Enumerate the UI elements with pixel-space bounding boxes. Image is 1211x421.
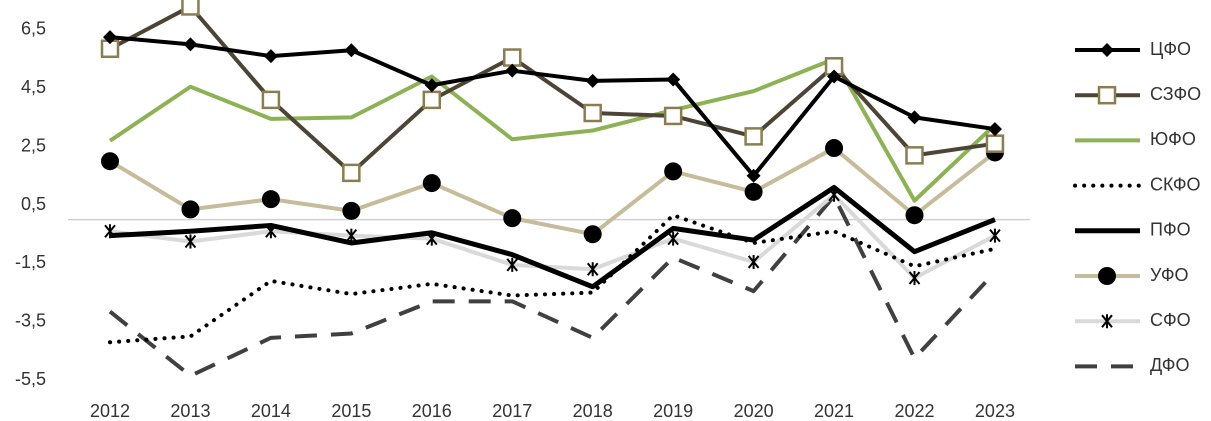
- y-tick-label: 6,5: [21, 19, 46, 39]
- marker: [181, 0, 200, 16]
- y-tick-label: -5,5: [15, 369, 46, 389]
- marker: [825, 139, 844, 158]
- marker: [424, 78, 439, 93]
- series: [104, 187, 1001, 285]
- marker: [344, 43, 359, 58]
- line: [109, 35, 996, 178]
- marker: [1098, 267, 1116, 285]
- marker: [744, 182, 763, 201]
- line: [108, 213, 997, 345]
- x-tick-label: 2018: [573, 401, 613, 421]
- series: [108, 57, 997, 203]
- marker: [422, 174, 441, 193]
- series: [101, 139, 1004, 244]
- marker: [503, 209, 522, 228]
- marker: [667, 231, 679, 246]
- y-tick-label: -1,5: [15, 252, 46, 272]
- marker: [503, 48, 522, 67]
- x-tick-label: 2015: [331, 401, 371, 421]
- marker: [663, 106, 683, 126]
- marker: [987, 122, 1002, 137]
- x-tick-label: 2020: [734, 401, 774, 421]
- series: [108, 194, 997, 378]
- marker: [181, 200, 200, 219]
- x-tick-label: 2022: [894, 401, 934, 421]
- series: [103, 30, 1002, 183]
- x-tick-label: 2012: [90, 401, 130, 421]
- legend-label: СФО: [1150, 310, 1191, 330]
- series: [108, 213, 997, 345]
- marker: [101, 152, 119, 171]
- marker: [989, 228, 1001, 243]
- marker: [664, 162, 683, 181]
- marker: [905, 206, 924, 225]
- line: [108, 57, 997, 203]
- x-tick-label: 2021: [814, 401, 854, 421]
- x-tick-label: 2016: [412, 401, 452, 421]
- marker: [342, 163, 361, 183]
- legend-label: УФО: [1150, 265, 1189, 285]
- y-tick-label: -3,5: [15, 311, 46, 331]
- y-tick-label: 4,5: [21, 77, 46, 97]
- marker: [746, 168, 761, 183]
- series: [109, 184, 996, 290]
- marker: [1097, 85, 1117, 105]
- marker: [583, 225, 602, 244]
- x-tick-label: 2014: [251, 401, 291, 421]
- x-tick-label: 2017: [492, 401, 532, 421]
- line: [109, 184, 996, 290]
- marker: [907, 110, 922, 125]
- marker: [666, 72, 681, 87]
- legend-label: ДФО: [1150, 355, 1189, 375]
- legend-label: ЦФО: [1150, 39, 1191, 59]
- marker: [342, 201, 361, 220]
- marker: [586, 262, 599, 277]
- line: [109, 192, 996, 280]
- marker: [261, 190, 280, 209]
- legend-label: СЗФО: [1150, 84, 1201, 104]
- legend-label: СКФО: [1150, 174, 1201, 194]
- marker: [184, 234, 197, 249]
- legend-label: ПФО: [1150, 220, 1191, 240]
- series: [100, 0, 1005, 183]
- marker: [506, 257, 519, 272]
- marker: [827, 69, 842, 84]
- marker: [908, 271, 921, 285]
- marker: [345, 228, 358, 243]
- marker: [583, 103, 602, 123]
- marker: [747, 254, 760, 269]
- marker: [905, 146, 924, 165]
- marker: [261, 90, 281, 110]
- y-tick-label: 0,5: [21, 194, 46, 214]
- marker: [263, 49, 278, 64]
- marker: [1100, 43, 1114, 57]
- marker: [103, 30, 117, 45]
- legend-label: ЮФО: [1150, 129, 1196, 149]
- x-tick-label: 2019: [653, 401, 693, 421]
- y-tick-label: 2,5: [21, 135, 46, 155]
- x-tick-label: 2013: [170, 401, 210, 421]
- marker: [505, 63, 520, 78]
- line: [108, 146, 997, 237]
- x-tick-label: 2023: [975, 401, 1015, 421]
- marker: [183, 37, 198, 52]
- marker: [985, 134, 1005, 153]
- marker: [1101, 314, 1113, 329]
- marker: [422, 90, 442, 110]
- marker: [585, 73, 600, 88]
- marker: [744, 127, 763, 146]
- line: [108, 194, 997, 378]
